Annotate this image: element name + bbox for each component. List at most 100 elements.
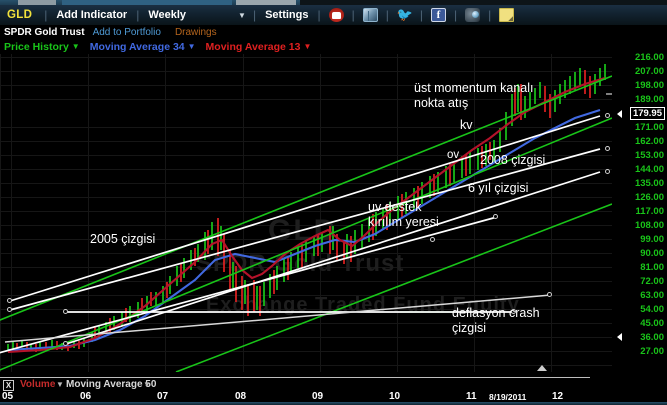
gridline-h — [0, 141, 612, 142]
facebook-icon[interactable]: f — [431, 8, 446, 22]
x-axis-tick-label: 06 — [80, 391, 92, 402]
browser-tab-2-active[interactable] — [62, 0, 232, 5]
drawing-handle[interactable] — [493, 214, 498, 219]
price-tick-label: 189.00 — [634, 94, 664, 105]
compare-icon[interactable] — [362, 8, 378, 22]
price-tick-label: 171.00 — [634, 122, 664, 133]
drawing-handle[interactable] — [63, 309, 68, 314]
period-chevron-down-icon[interactable]: ▼ — [238, 10, 246, 20]
legend-moving-average-13[interactable]: Moving Average 13 — [205, 40, 301, 53]
moving-average-50-legend[interactable]: Moving Average 50 — [66, 379, 157, 390]
momentum-channel-lines[interactable] — [0, 75, 612, 372]
x-axis-tick-label: 08 — [235, 391, 247, 402]
period-select-weekly[interactable]: Weekly — [148, 9, 187, 21]
volume-legend-label[interactable]: Volume — [20, 379, 56, 390]
notes-icon[interactable] — [499, 8, 515, 22]
drawing-handle[interactable] — [7, 298, 12, 303]
price-axis[interactable]: 216.00 207.00 198.00 189.00 179.95 171.0… — [612, 52, 667, 372]
gridline-h — [0, 337, 612, 338]
drawing-handle[interactable] — [605, 169, 610, 174]
annotation-deflation-crash[interactable]: deflasyon crash çizgisi — [452, 306, 540, 335]
current-price-label[interactable]: 179.95 — [629, 107, 665, 120]
annotation-ov[interactable]: ov — [447, 149, 460, 161]
chart-svg-canvas — [0, 64, 612, 372]
annotation-2005-line[interactable]: 2005 çizgisi — [90, 232, 156, 246]
momentum-channel-lower[interactable] — [175, 203, 612, 372]
indicator-legend-row: Price History ▼ Moving Average 34 ▼ Movi… — [0, 39, 667, 54]
snapshot-icon[interactable] — [465, 8, 481, 22]
gridline-h — [0, 365, 612, 366]
price-chart-plot-area[interactable]: GLD SPDR Gold Trust Exchange Traded Fund… — [0, 54, 612, 372]
price-tick-label: 63.00 — [640, 290, 664, 301]
gridline-v — [165, 54, 166, 372]
toolbar-divider-6: | — [385, 8, 389, 22]
volume-chevron-down-icon[interactable]: ▼ — [56, 380, 64, 389]
gridline-v — [88, 54, 89, 372]
x-axis-tick-label: 09 — [312, 391, 324, 402]
trendline-deflation-crash[interactable] — [4, 294, 552, 343]
pane-separator — [0, 377, 590, 378]
gridline-v — [243, 54, 244, 372]
price-tick-label: 54.00 — [640, 304, 664, 315]
gridline-v — [551, 54, 552, 372]
trendline-2005[interactable] — [9, 115, 601, 302]
annotation-upper-momentum-channel[interactable]: üst momentum kanalı nokta atış — [414, 81, 534, 110]
legend-price-history[interactable]: Price History — [4, 40, 69, 53]
window-bottom-edge — [0, 402, 667, 405]
drawing-handle[interactable] — [547, 292, 552, 297]
toolbar-divider-7: | — [419, 8, 423, 22]
drawing-handle[interactable] — [63, 341, 68, 346]
price-tick-label: 144.00 — [634, 164, 664, 175]
gridline-h — [0, 281, 612, 282]
trendline-6-year[interactable] — [0, 216, 498, 354]
drawing-handle[interactable] — [430, 237, 435, 242]
current-price-arrow-icon — [617, 110, 622, 118]
drawing-handle[interactable] — [511, 309, 516, 314]
gridline-h — [0, 225, 612, 226]
price-tick-label: 99.00 — [640, 234, 664, 245]
close-volume-pane-button[interactable]: X — [3, 380, 14, 391]
price-tick-label: 45.00 — [640, 318, 664, 329]
browser-tab-3[interactable] — [236, 0, 296, 5]
price-history-chevron-down-icon[interactable]: ▼ — [71, 42, 80, 51]
annotation-uv-support[interactable]: uv destek kırılım yeresi — [368, 200, 439, 229]
toolbar-divider-4: | — [317, 8, 321, 22]
add-to-portfolio-link[interactable]: Add to Portfolio — [92, 26, 161, 38]
price-tick-label: 72.00 — [640, 276, 664, 287]
ma50-chevron-down-icon[interactable]: ▼ — [143, 380, 151, 389]
ma13-chevron-down-icon[interactable]: ▼ — [303, 42, 312, 51]
gridline-h — [0, 57, 612, 58]
alarm-clock-icon[interactable] — [328, 8, 344, 22]
trendline-2005-parallel[interactable] — [9, 148, 601, 311]
toolbar-icon-group: | | 🐦 | f | | — [326, 8, 518, 22]
gridline-h — [0, 169, 612, 170]
watermark-subtitle: Exchange Traded Fund Equity — [206, 294, 520, 316]
company-info-row: SPDR Gold Trust Add to Portfolio Drawing… — [0, 25, 667, 39]
drawing-handle[interactable] — [605, 146, 610, 151]
x-axis-tick-label: 11 — [466, 391, 477, 402]
browser-tab-1[interactable] — [18, 0, 56, 5]
toolbar-divider-1: | — [44, 8, 48, 22]
gridline-h — [0, 85, 612, 86]
legend-moving-average-34[interactable]: Moving Average 34 — [89, 40, 185, 53]
drawing-handle[interactable] — [605, 113, 610, 118]
gridline-h — [0, 127, 612, 128]
drawing-handle[interactable] — [7, 307, 12, 312]
drawings-link[interactable]: Drawings — [174, 26, 217, 38]
ma34-chevron-down-icon[interactable]: ▼ — [187, 42, 196, 51]
trendline-2008[interactable] — [65, 171, 601, 345]
annotation-6-year-line[interactable]: 6 yıl çizgisi — [468, 181, 529, 195]
gridline-h — [0, 183, 612, 184]
settings-button[interactable]: Settings — [265, 9, 309, 21]
gridline-h — [0, 71, 612, 72]
twitter-icon[interactable]: 🐦 — [396, 7, 414, 22]
annotation-kv[interactable]: kv — [460, 118, 473, 132]
price-tick-label: 81.00 — [640, 262, 664, 273]
price-tick-label: 117.00 — [635, 206, 664, 217]
bottom-bar: X Volume ▼ Moving Average 50 ▼ 05 06 07 … — [0, 379, 667, 405]
add-indicator-button[interactable]: Add Indicator — [56, 9, 128, 21]
annotation-2008-line[interactable]: 2008 çizgisi — [480, 153, 546, 167]
symbol-label[interactable]: GLD — [7, 9, 33, 21]
volume-marker-triangle-icon — [537, 365, 547, 371]
